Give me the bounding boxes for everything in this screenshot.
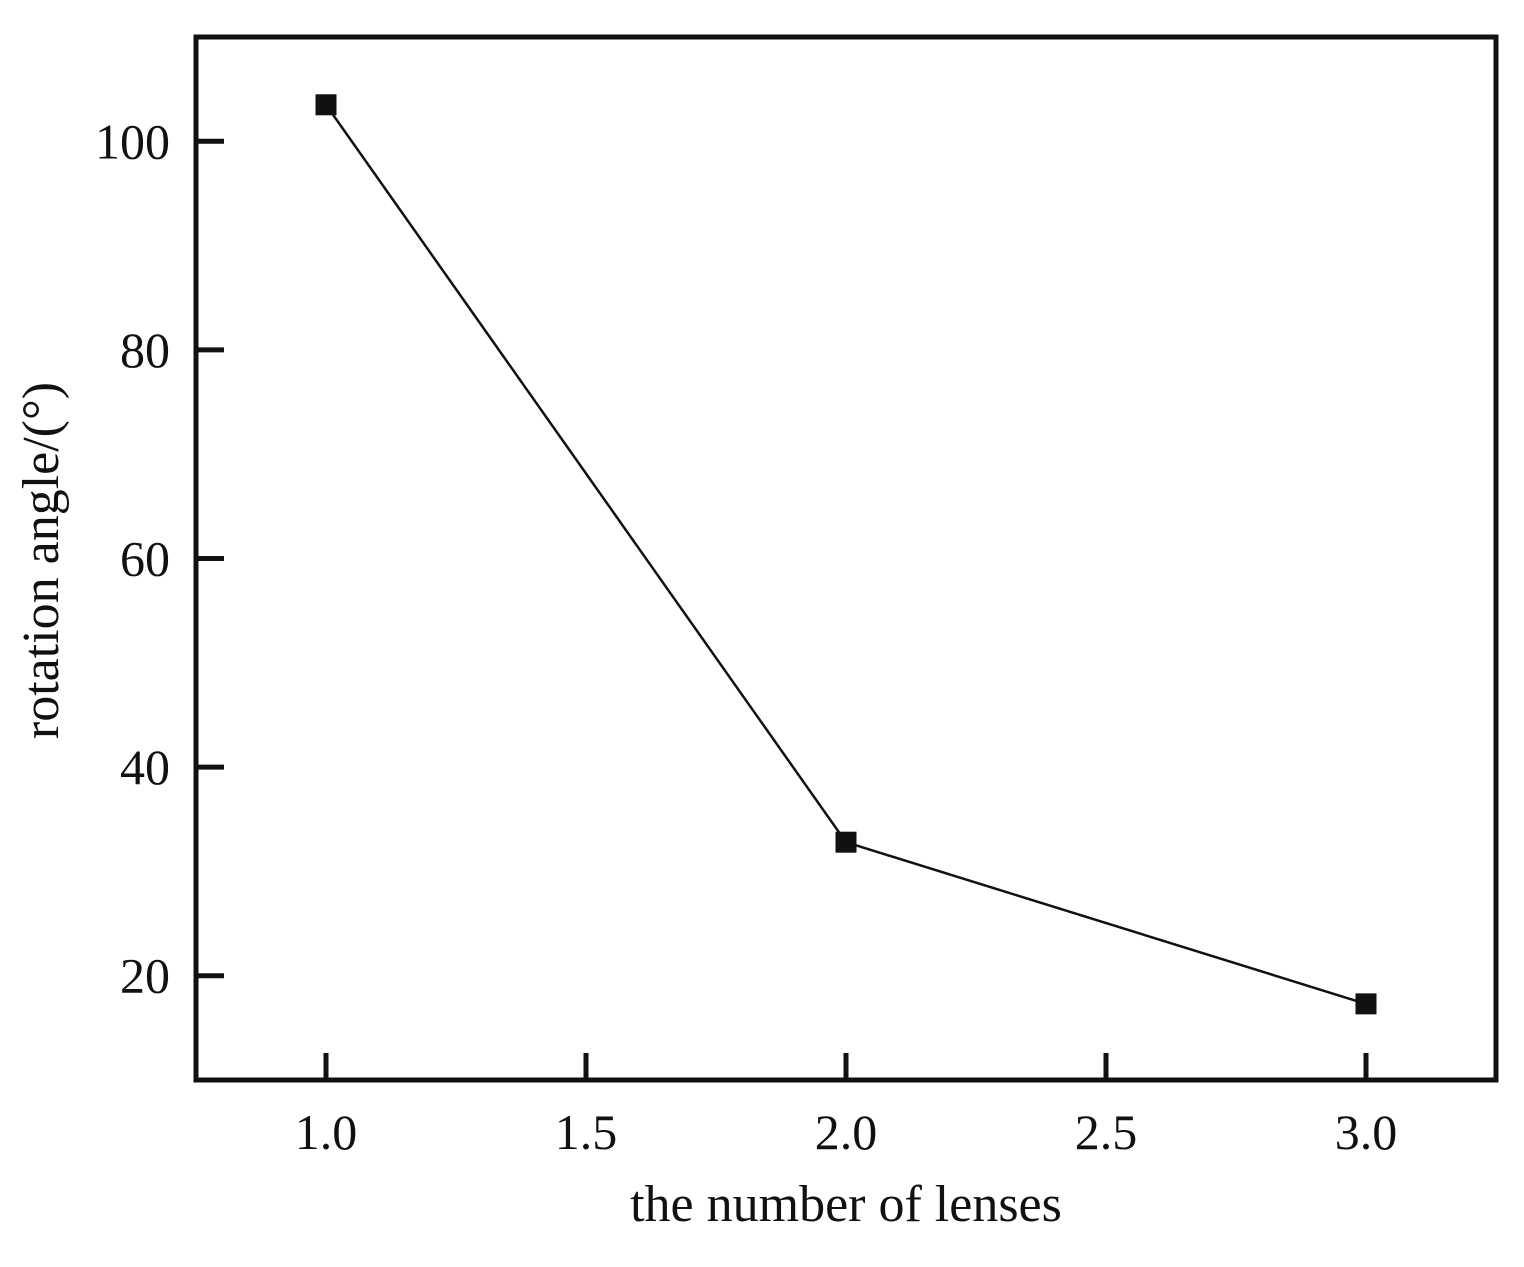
y-tick-label: 60 [120,531,170,587]
y-tick-label: 20 [120,948,170,1004]
data-point [1355,993,1377,1015]
data-point [315,94,337,116]
x-tick-label: 2.0 [815,1104,878,1160]
data-point [835,831,857,853]
y-tick-label: 80 [120,322,170,378]
plot-frame [193,34,1499,1083]
y-axis-title: rotation angle/(°) [13,382,70,739]
y-tick-label: 40 [120,739,170,795]
x-tick-label: 1.5 [555,1104,618,1160]
x-tick-label: 1.0 [295,1104,358,1160]
x-tick-label: 3.0 [1335,1104,1398,1160]
x-tick-label: 2.5 [1075,1104,1138,1160]
series-line [324,104,1367,1006]
y-tick-label: 100 [95,113,170,169]
x-axis-title: the number of lenses [630,1176,1062,1233]
